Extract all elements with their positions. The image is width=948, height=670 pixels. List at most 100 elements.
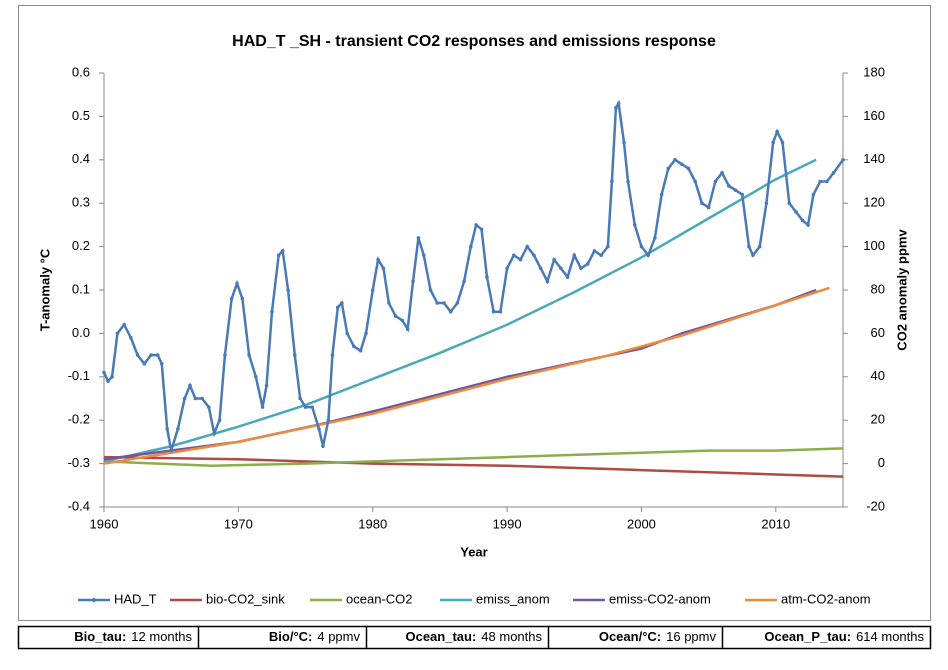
- legend-label: HAD_T: [114, 591, 157, 606]
- x-tick-label: 2000: [627, 516, 656, 531]
- data-point: [102, 370, 106, 375]
- data-point: [825, 179, 829, 184]
- data-point: [545, 279, 550, 284]
- legend-label: atm-CO2-anom: [781, 591, 871, 606]
- data-point: [518, 257, 523, 262]
- y-tick-label: -0.1: [68, 368, 90, 383]
- param-cell: Bio_tau: 12 months: [74, 629, 192, 644]
- data-point: [165, 427, 169, 431]
- data-point: [751, 253, 755, 258]
- legend-item: HAD_T: [78, 591, 157, 606]
- y-tick-label: 0.1: [72, 281, 90, 296]
- data-point: [706, 205, 711, 210]
- legend-label: ocean-CO2: [346, 591, 412, 606]
- data-point: [646, 253, 650, 258]
- param-value: 16 ppmv: [666, 629, 716, 644]
- param-cell: Ocean/°C: 16 ppmv: [599, 629, 717, 644]
- data-point: [135, 353, 140, 357]
- x-tick-label: 1980: [358, 516, 387, 531]
- data-point: [622, 140, 626, 145]
- data-point: [298, 396, 302, 401]
- data-point: [505, 266, 509, 271]
- data-point: [585, 262, 590, 266]
- data-point: [679, 162, 684, 166]
- param-value: 12 months: [131, 629, 192, 644]
- data-point: [606, 244, 610, 249]
- data-point: [115, 331, 120, 336]
- data-point: [280, 249, 285, 253]
- x-tick-label: 1990: [493, 516, 522, 531]
- y-tick-label: 0.6: [72, 64, 90, 79]
- data-point: [794, 210, 798, 214]
- param-cell: Bio/°C: 4 ppmv: [269, 629, 361, 644]
- y2-axis-label: CO2 anomaly ppmv: [894, 229, 909, 351]
- y2-tick-label: 180: [863, 64, 885, 79]
- data-point: [421, 253, 426, 258]
- data-point: [270, 309, 274, 314]
- data-point: [764, 201, 769, 205]
- data-point: [653, 236, 657, 240]
- data-point: [771, 140, 775, 145]
- data-point: [387, 301, 391, 305]
- data-point: [335, 305, 340, 310]
- chart-border: [18, 5, 931, 621]
- data-point: [188, 383, 192, 388]
- data-point: [326, 418, 331, 423]
- data-point: [330, 353, 335, 357]
- data-point: [428, 288, 433, 292]
- data-point: [448, 309, 453, 314]
- data-point: [565, 275, 570, 279]
- data-point: [416, 236, 421, 240]
- data-point: [498, 309, 503, 314]
- data-point: [474, 223, 478, 227]
- series-line: [103, 455, 844, 478]
- data-point: [442, 301, 446, 305]
- data-point: [345, 331, 349, 336]
- data-point: [700, 201, 704, 205]
- y-tick-label: -0.4: [68, 498, 90, 513]
- data-point: [538, 266, 543, 271]
- y2-tick-label: 100: [863, 238, 885, 253]
- series-line: [103, 286, 830, 465]
- data-point: [169, 448, 173, 453]
- data-point: [775, 129, 779, 134]
- data-point: [610, 179, 614, 184]
- data-point: [720, 171, 724, 175]
- x-tick-label: 2010: [761, 516, 790, 531]
- data-point: [358, 348, 363, 353]
- data-point: [659, 192, 664, 197]
- data-point: [223, 353, 227, 357]
- param-value: 4 ppmv: [317, 629, 360, 644]
- data-point: [352, 344, 356, 349]
- series-line: [103, 447, 844, 468]
- data-point: [264, 383, 269, 388]
- data-point: [666, 166, 671, 171]
- data-point: [616, 101, 621, 106]
- data-point: [217, 418, 222, 423]
- y2-tick-label: 80: [871, 281, 885, 296]
- data-point: [806, 223, 810, 227]
- data-point: [479, 227, 484, 232]
- data-point: [142, 361, 147, 366]
- y-tick-label: -0.2: [68, 412, 90, 427]
- data-point: [800, 218, 805, 223]
- data-point: [149, 353, 153, 357]
- data-point: [321, 444, 325, 449]
- data-point: [512, 253, 516, 258]
- data-point: [381, 266, 386, 271]
- legend-marker: [92, 598, 96, 602]
- data-point: [525, 244, 530, 249]
- data-point: [811, 192, 816, 197]
- table-border: [17, 625, 932, 650]
- data-point: [159, 361, 164, 366]
- y2-tick-label: -20: [866, 498, 885, 513]
- data-point: [212, 431, 216, 436]
- data-point: [122, 322, 126, 327]
- legend-item: emiss_anom: [440, 591, 550, 606]
- param-label: Ocean/°C:: [599, 629, 661, 644]
- data-point: [317, 427, 321, 431]
- data-point: [260, 405, 265, 409]
- data-point: [310, 405, 315, 409]
- data-point: [686, 166, 691, 171]
